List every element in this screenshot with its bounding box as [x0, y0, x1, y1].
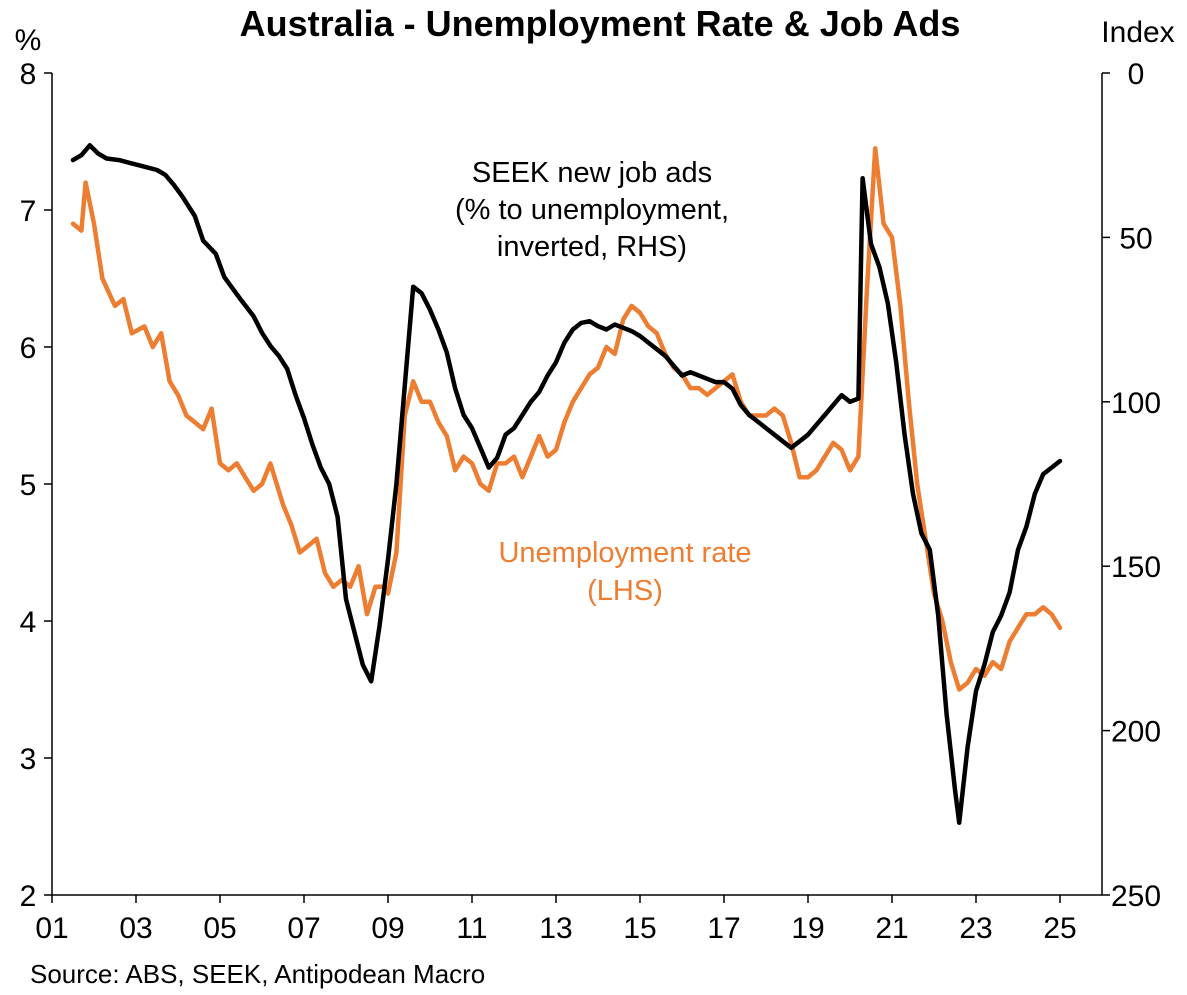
x-tick-label: 03: [119, 912, 152, 945]
seek-annotation: SEEK new job ads (% to unemployment, inv…: [455, 157, 729, 263]
x-tick-label: 07: [287, 912, 320, 945]
seek-annotation-line-2: (% to unemployment,: [455, 194, 729, 226]
x-tick-label: 05: [203, 912, 236, 945]
left-tick-label: 5: [20, 469, 37, 502]
right-tick-label: 0: [1128, 58, 1145, 91]
right-axis-unit: Index: [1101, 16, 1174, 49]
seek-job-ads-line: [70, 143, 1063, 825]
right-tick-label: 50: [1119, 222, 1152, 255]
left-tick-label: 4: [20, 606, 37, 639]
series-layer: [70, 143, 1063, 825]
unemployment-rate-line: [70, 146, 1063, 692]
left-tick-label: 7: [20, 195, 37, 228]
seek-annotation-line-3: inverted, RHS): [497, 231, 687, 263]
right-tick-label: 200: [1111, 716, 1161, 749]
x-tick-label: 21: [875, 912, 908, 945]
left-tick-label: 2: [20, 880, 37, 913]
x-tick-label: 19: [791, 912, 824, 945]
x-tick-label: 09: [371, 912, 404, 945]
x-tick-label: 25: [1043, 912, 1076, 945]
x-tick-label: 13: [539, 912, 572, 945]
left-tick-label: 8: [20, 58, 37, 91]
right-tick-label: 250: [1111, 880, 1161, 913]
x-tick-label: 01: [35, 912, 68, 945]
right-tick-label: 100: [1111, 387, 1161, 420]
x-tick-label: 17: [707, 912, 740, 945]
x-tick-label: 15: [623, 912, 656, 945]
x-tick-label: 23: [959, 912, 992, 945]
left-axis-unit: %: [15, 24, 42, 57]
seek-annotation-line-1: SEEK new job ads: [472, 157, 712, 189]
unemployment-annotation-line-2: (LHS): [587, 575, 663, 607]
unemployment-annotation-line-1: Unemployment rate: [498, 537, 751, 569]
left-tick-label: 6: [20, 332, 37, 365]
chart-title: Australia - Unemployment Rate & Job Ads: [240, 3, 961, 44]
left-tick-label: 3: [20, 743, 37, 776]
x-tick-label: 11: [456, 912, 487, 945]
right-tick-label: 150: [1111, 551, 1161, 584]
unemployment-annotation: Unemployment rate (LHS): [498, 537, 751, 607]
source-note: Source: ABS, SEEK, Antipodean Macro: [30, 959, 485, 989]
